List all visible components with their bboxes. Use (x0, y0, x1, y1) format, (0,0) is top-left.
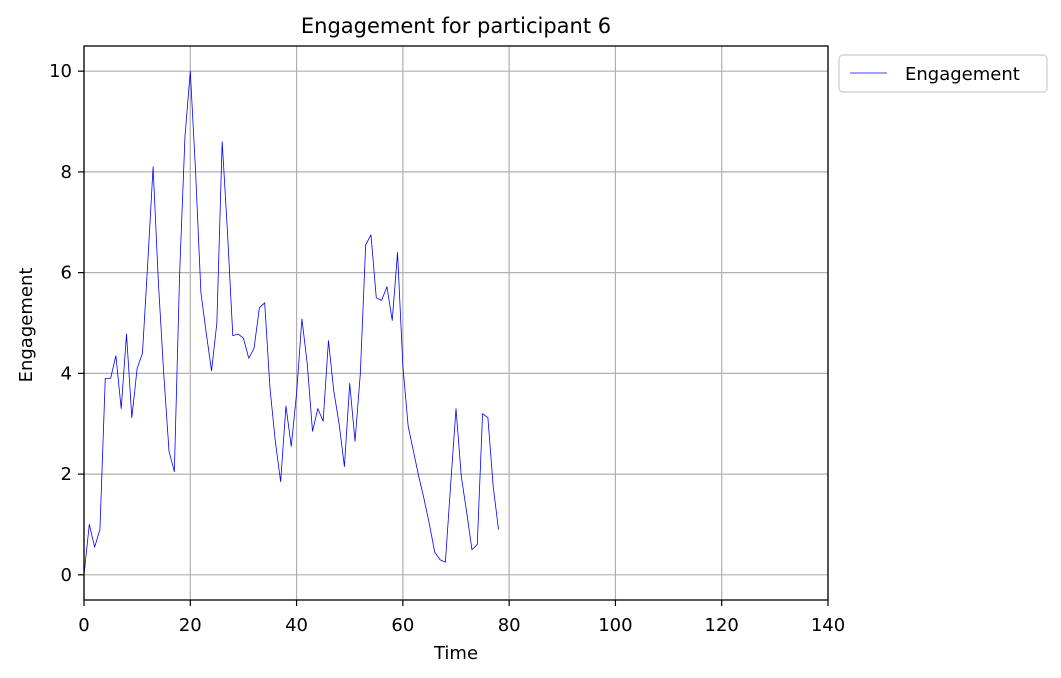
x-tick-label: 120 (705, 615, 739, 636)
x-tick-label: 100 (598, 615, 632, 636)
series-lines (83, 70, 499, 575)
y-tick-label: 8 (61, 162, 72, 183)
legend: Engagement (838, 54, 1048, 93)
grid-lines (83, 46, 829, 600)
legend-label-engagement: Engagement (905, 64, 1020, 85)
legend-frame (838, 54, 1048, 93)
y-tick-label: 2 (61, 464, 72, 485)
x-tick-label: 60 (391, 615, 414, 636)
axis-ticks: 0 20 40 60 80 100 120 140 0 2 4 6 8 10 (49, 61, 845, 636)
y-axis-label: Engagement (16, 268, 37, 383)
plot-area-frame (83, 45, 829, 601)
y-tick-label: 6 (61, 263, 72, 284)
x-tick-label: 140 (811, 615, 845, 636)
series-line-engagement (83, 70, 499, 575)
x-tick-label: 80 (498, 615, 521, 636)
chart-title: Engagement for participant 6 (301, 14, 611, 38)
y-tick-label: 4 (61, 363, 72, 384)
y-tick-label: 0 (61, 565, 72, 586)
x-tick-label: 20 (179, 615, 202, 636)
y-tick-label: 10 (49, 61, 72, 82)
x-axis-label: Time (433, 643, 478, 664)
x-tick-label: 40 (285, 615, 308, 636)
x-tick-label: 0 (78, 615, 89, 636)
